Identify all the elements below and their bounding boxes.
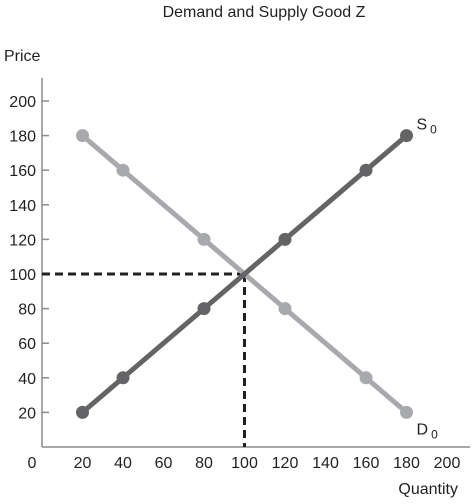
x-tick-label: 20 xyxy=(74,455,92,472)
chart-title: Demand and Supply Good Z xyxy=(163,4,366,21)
demand-point xyxy=(359,371,373,385)
supply-point xyxy=(400,129,413,143)
demand-point xyxy=(400,405,413,419)
supply-line xyxy=(80,133,409,415)
equilibrium-guides xyxy=(42,272,246,447)
y-tick-label: 20 xyxy=(18,405,36,422)
x-tick-label: 40 xyxy=(114,455,132,472)
x-tick-label: 0 xyxy=(28,455,37,472)
y-axis-label: Price xyxy=(4,48,41,65)
supply-point xyxy=(76,405,89,419)
series-subscript: 0 xyxy=(431,427,438,441)
x-tick-label: 60 xyxy=(155,455,173,472)
y-tick-label: 120 xyxy=(9,232,36,249)
x-tick-label: 180 xyxy=(393,455,420,472)
x-tick-label: 140 xyxy=(312,455,339,472)
y-tick-label: 80 xyxy=(18,302,36,319)
series-name: D xyxy=(417,421,429,438)
demand-point xyxy=(197,232,211,246)
x-tick-label: 200 xyxy=(434,455,461,472)
y-tick-label: 60 xyxy=(18,336,36,353)
axis-ticks: 0 20 40 60 80 100 120 140 160 180 200 20 40 60 80 100 12… xyxy=(9,94,460,472)
y-tick-label: 40 xyxy=(18,371,36,388)
supply-point xyxy=(278,232,292,246)
y-tick-label: 180 xyxy=(9,129,36,146)
demand-point xyxy=(76,129,89,143)
series-name: S xyxy=(417,117,428,134)
demand-point xyxy=(116,163,130,177)
supply-point xyxy=(116,371,130,385)
series-group: S 0D 0 xyxy=(76,117,439,441)
supply-point xyxy=(197,302,211,316)
x-tick-label: 160 xyxy=(353,455,380,472)
x-tick-label: 100 xyxy=(231,455,258,472)
y-tick-label: 200 xyxy=(9,94,36,111)
y-tick-label: 140 xyxy=(9,198,36,215)
x-tick-label: 80 xyxy=(195,455,213,472)
y-tick-label: 100 xyxy=(9,267,36,284)
demand-point xyxy=(278,302,292,316)
supply-point xyxy=(359,163,373,177)
y-tick-label: 160 xyxy=(9,163,36,180)
x-axis-label: Quantity xyxy=(398,481,458,498)
series-subscript: 0 xyxy=(430,123,437,137)
x-tick-label: 120 xyxy=(272,455,299,472)
